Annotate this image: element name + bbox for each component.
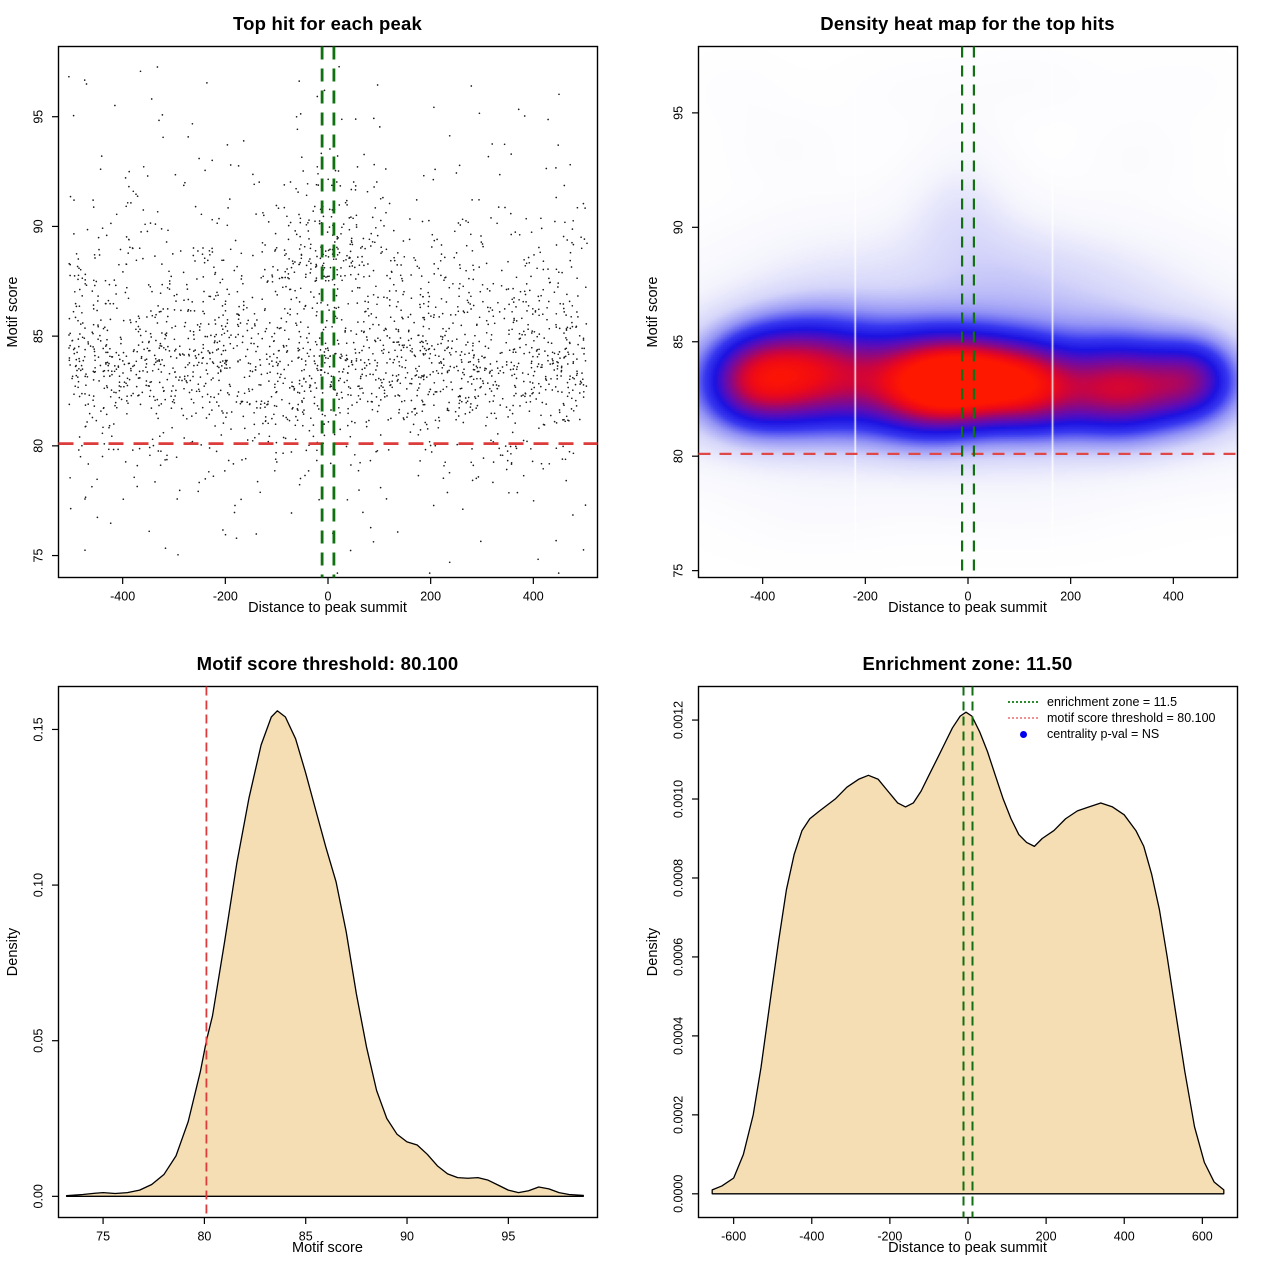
x-tick-label: -600 — [721, 1230, 746, 1244]
y-tick-label: 0.0008 — [672, 859, 686, 897]
density-plot: 75 80 85 90 95 0.00 0.05 0.10 0.15 — [32, 685, 599, 1244]
panel-distance-density: Enrichment zone: 11.50 Density -600 -400-… — [640, 640, 1280, 1280]
x-tick-label: 200 — [420, 590, 441, 604]
x-tick-label: 0 — [965, 1230, 972, 1244]
plot-box — [697, 45, 1239, 579]
y-tick-label: 75 — [672, 564, 686, 578]
y-tick-label: 80 — [32, 439, 46, 453]
x-tick-label: -400 — [110, 590, 135, 604]
legend-item: centrality p-val = NS — [1008, 726, 1216, 742]
x-tick-label: -400 — [750, 590, 775, 604]
y-tick-label: 0.05 — [32, 1029, 46, 1053]
enrichment-zone-line-icon — [1008, 701, 1038, 703]
x-tick-label: -400 — [799, 1230, 824, 1244]
legend-label: enrichment zone = 11.5 — [1047, 695, 1178, 709]
panel-title: Density heat map for the top hits — [820, 13, 1115, 34]
x-tick-label: 95 — [501, 1230, 515, 1244]
y-tick-label: 0.15 — [32, 717, 46, 741]
density-plot: -600 -400 -200 0 200 400 600 0.0000 0.0002 0.0004… — [672, 685, 1239, 1244]
panel-title: Enrichment zone: 11.50 — [862, 653, 1073, 674]
x-axis-label: Distance to peak summit — [248, 600, 407, 616]
y-tick-label: 75 — [32, 549, 46, 563]
y-tick-label: 90 — [672, 220, 686, 234]
y-tick-label: 0.10 — [32, 873, 46, 897]
legend: enrichment zone = 11.5 motif score thres… — [1008, 694, 1216, 742]
y-tick-label: 0.0002 — [672, 1096, 686, 1134]
y-tick-label: 0.00 — [32, 1184, 46, 1208]
x-tick-label: 0 — [965, 590, 972, 604]
heatmap-plot: -400 -200 0 200 400 75 80 85 90 95 — [672, 45, 1239, 604]
x-tick-label: -200 — [877, 1230, 902, 1244]
x-tick-label: 0 — [325, 590, 332, 604]
x-tick-label: 400 — [1163, 590, 1184, 604]
x-axis-label: Motif score — [292, 1240, 363, 1256]
y-tick-label: 85 — [32, 329, 46, 343]
x-tick-label: 400 — [1114, 1230, 1135, 1244]
plot-box — [57, 45, 599, 579]
legend-item: enrichment zone = 11.5 — [1008, 694, 1216, 710]
y-tick-label: 95 — [32, 110, 46, 124]
legend-item: motif score threshold = 80.100 — [1008, 710, 1216, 726]
x-tick-label: 200 — [1036, 1230, 1057, 1244]
y-tick-label: 0.0012 — [672, 701, 686, 739]
y-tick-label: 95 — [672, 106, 686, 120]
y-tick-label: 0.0010 — [672, 780, 686, 818]
panel-top-hit-scatter: Top hit for each peak Motif score -400 -2… — [0, 0, 640, 640]
x-tick-label: -200 — [853, 590, 878, 604]
motif-threshold-line-icon — [1008, 717, 1038, 719]
panel-density-heatmap: Density heat map for the top hits Motif … — [640, 0, 1280, 640]
density-curve — [711, 711, 1225, 1195]
centrality-dot-icon — [1019, 730, 1027, 738]
density-curve — [65, 710, 584, 1197]
y-tick-label: 0.0000 — [672, 1175, 686, 1213]
y-tick-label: 80 — [672, 449, 686, 463]
y-tick-label: 0.0004 — [672, 1017, 686, 1055]
panel-title: Top hit for each peak — [233, 13, 422, 34]
scatter-plot: -400 -200 0 200 400 75 80 85 90 95 — [32, 45, 599, 604]
x-tick-label: -200 — [213, 590, 238, 604]
panel-title: Motif score threshold: 80.100 — [196, 653, 459, 674]
y-tick-label: 85 — [672, 335, 686, 349]
x-tick-label: 90 — [400, 1230, 414, 1244]
panel-motif-score-density: Motif score threshold: 80.100 Density 75… — [0, 640, 640, 1280]
plot-box — [57, 685, 599, 1219]
scatter-points — [68, 65, 588, 574]
heatmap-image — [699, 47, 1237, 577]
y-tick-label: 90 — [32, 219, 46, 233]
x-tick-label: 85 — [299, 1230, 313, 1244]
legend-label: centrality p-val = NS — [1047, 727, 1160, 741]
x-axis-label: Distance to peak summit — [888, 600, 1047, 616]
y-tick-label: 0.0006 — [672, 938, 686, 976]
x-tick-label: 75 — [96, 1230, 110, 1244]
x-tick-label: 80 — [197, 1230, 211, 1244]
x-tick-label: 600 — [1192, 1230, 1213, 1244]
x-axis-label: Distance to peak summit — [888, 1240, 1047, 1256]
x-tick-label: 400 — [523, 590, 544, 604]
legend-label: motif score threshold = 80.100 — [1047, 711, 1216, 725]
x-tick-label: 200 — [1060, 590, 1081, 604]
